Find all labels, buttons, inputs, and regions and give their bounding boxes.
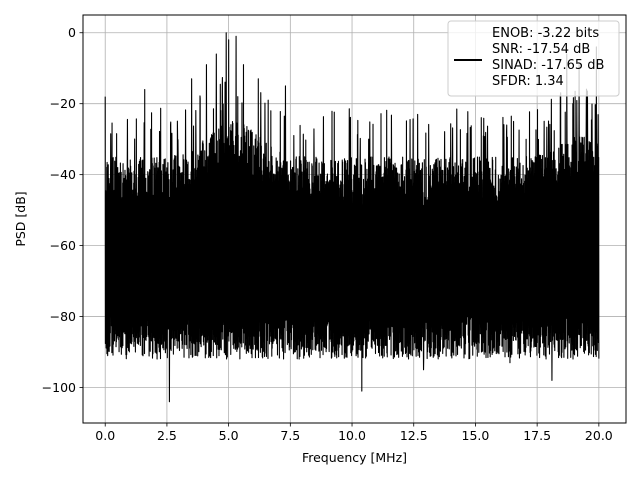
x-tick-label: 10.0 [338, 428, 366, 443]
legend-entry-snr: SNR: -17.54 dB [492, 42, 590, 57]
y-tick-label: −80 [50, 309, 76, 324]
legend-entry-enob: ENOB: -3.22 bits [492, 26, 599, 41]
x-tick-label: 0.0 [95, 428, 115, 443]
y-tick-label: 0 [68, 25, 76, 40]
x-ticks: 0.0 2.5 5.0 7.5 10.0 12.5 15.0 17.5 20.0 [95, 423, 613, 443]
y-ticks: 0 −20 −40 −60 −80 −100 [42, 25, 83, 395]
legend-entry-sinad: SINAD: -17.65 dB [492, 58, 604, 73]
x-tick-label: 5.0 [219, 428, 239, 443]
x-tick-label: 2.5 [157, 428, 177, 443]
legend-entry-sfdr: SFDR: 1.34 [492, 74, 564, 89]
y-tick-label: −20 [50, 96, 76, 111]
x-tick-label: 17.5 [523, 428, 551, 443]
y-tick-label: −60 [50, 238, 76, 253]
y-tick-label: −40 [50, 167, 76, 182]
legend: ENOB: -3.22 bits SNR: -17.54 dB SINAD: -… [447, 20, 620, 97]
y-tick-label: −100 [42, 380, 76, 395]
x-tick-label: 20.0 [585, 428, 613, 443]
x-tick-label: 7.5 [280, 428, 300, 443]
x-tick-label: 12.5 [400, 428, 428, 443]
x-axis-label: Frequency [MHz] [302, 450, 407, 465]
psd-series [104, 32, 600, 403]
psd-line [104, 32, 600, 403]
plot-frame [82, 14, 627, 424]
legend-box [447, 20, 620, 97]
x-tick-label: 15.0 [462, 428, 490, 443]
y-axis-label: PSD [dB] [13, 191, 28, 246]
